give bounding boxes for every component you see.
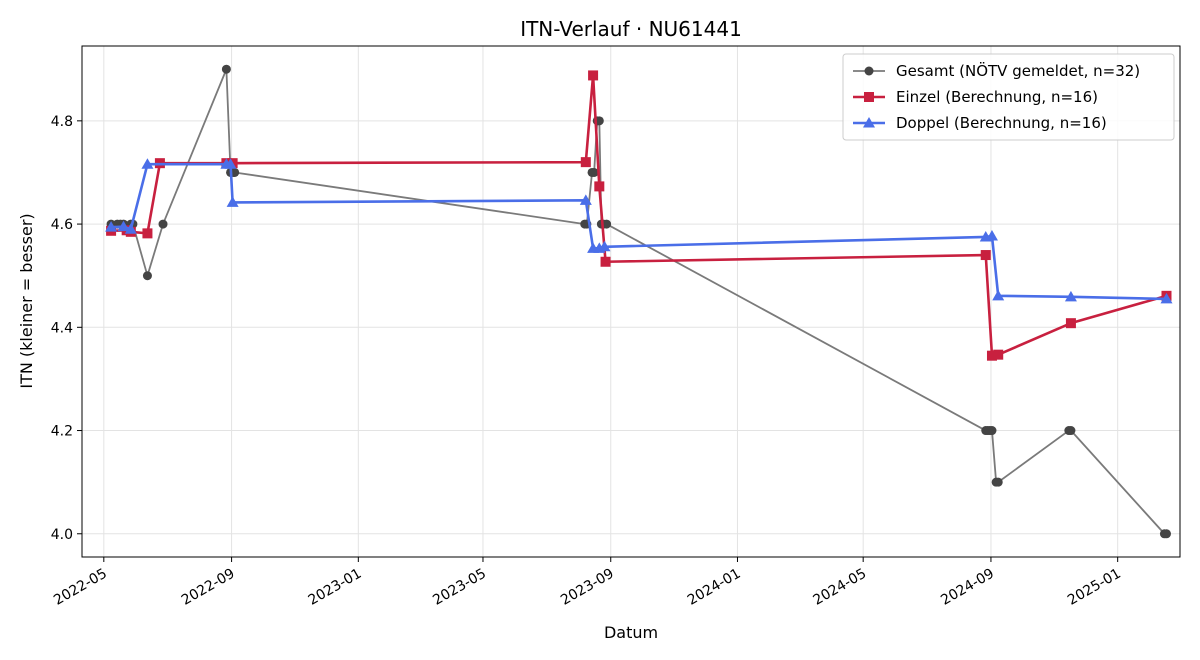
data-point — [986, 350, 997, 361]
y-tick-label: 4.8 — [51, 114, 73, 130]
data-point — [985, 229, 998, 241]
x-tick-label: 2024-09 — [938, 566, 997, 609]
data-point — [602, 219, 612, 229]
series-2 — [105, 158, 1173, 304]
data-point — [589, 167, 599, 177]
y-tick-label: 4.6 — [51, 217, 73, 233]
x-tick-label: 2022-09 — [179, 566, 238, 609]
y-tick-label: 4.2 — [51, 424, 73, 440]
data-point — [594, 181, 605, 192]
data-point — [987, 426, 997, 436]
data-point — [117, 220, 130, 232]
data-point — [1064, 290, 1077, 302]
data-point — [226, 196, 239, 207]
data-point — [993, 477, 1003, 487]
legend-box — [842, 53, 1175, 141]
plot-frame — [81, 45, 1181, 558]
data-point — [141, 158, 154, 169]
series-line — [111, 162, 1167, 301]
data-point — [992, 289, 1005, 301]
data-point — [598, 240, 611, 252]
data-point — [105, 221, 118, 232]
data-point — [142, 271, 152, 281]
data-point — [224, 158, 237, 169]
legend: Gesamt (NÖTV gemeldet, n=32) Einzel (Bere… — [842, 53, 1175, 141]
y-tick-label: 4.0 — [51, 527, 73, 543]
data-point — [1066, 426, 1076, 436]
chart-title: ITN-Verlauf · NU61441 — [520, 17, 742, 41]
data-point — [579, 194, 592, 205]
legend-label: Einzel (Berechnung, n=16) — [896, 88, 1098, 106]
data-point — [142, 228, 153, 239]
legend-swatch-marker — [864, 92, 874, 102]
legend-label: Gesamt (NÖTV gemeldet, n=32) — [896, 61, 1140, 80]
legend-label: Doppel (Berechnung, n=16) — [896, 114, 1107, 132]
data-point — [600, 256, 611, 267]
data-point — [230, 167, 240, 177]
data-point — [158, 219, 168, 229]
data-point — [980, 250, 991, 261]
x-tick-label: 2023-09 — [558, 566, 617, 609]
data-point — [594, 116, 604, 126]
legend-swatch-marker — [864, 66, 874, 76]
data-point — [1160, 292, 1173, 304]
data-point — [588, 70, 599, 81]
data-point — [1161, 529, 1171, 539]
y-axis-label: ITN (kleiner = besser) — [17, 213, 36, 388]
y-tick-label: 4.4 — [51, 320, 73, 336]
data-point — [580, 157, 591, 168]
x-tick-label: 2025-01 — [1065, 566, 1124, 609]
x-tick-label: 2023-05 — [430, 566, 489, 609]
legend-swatch-marker — [863, 117, 875, 128]
data-point — [124, 223, 137, 234]
series-layer — [105, 64, 1173, 539]
x-tick-label: 2024-01 — [685, 566, 744, 609]
data-point — [1065, 318, 1076, 329]
data-point — [221, 64, 231, 74]
axes: 2022-05 2022-09 2023-01 2023-05 2023-09 2024-… — [51, 114, 1124, 609]
x-tick-label: 2024-05 — [811, 566, 870, 609]
x-axis-label: Datum — [604, 623, 658, 642]
x-tick-label: 2022-05 — [51, 566, 110, 609]
x-tick-label: 2023-01 — [306, 566, 365, 609]
data-point — [993, 349, 1004, 360]
